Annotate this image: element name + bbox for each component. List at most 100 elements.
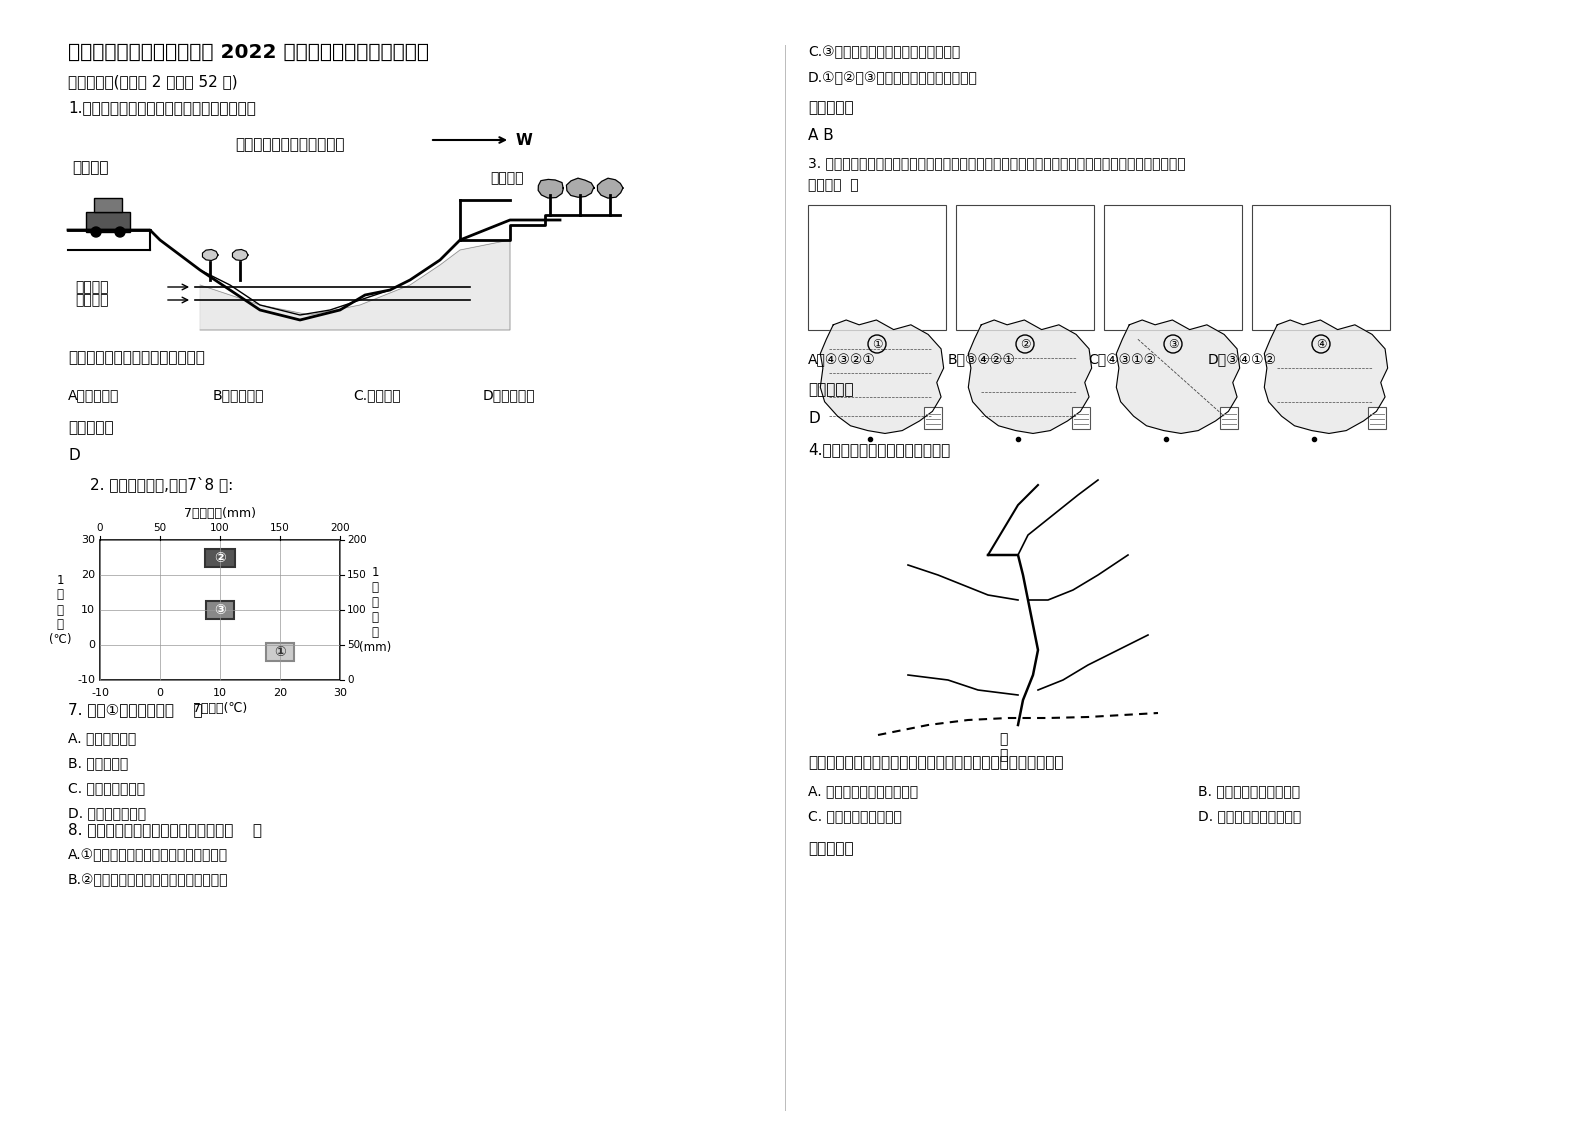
Text: 150: 150 (270, 523, 290, 533)
Polygon shape (968, 320, 1092, 433)
Text: -10: -10 (90, 688, 110, 698)
Text: 0: 0 (157, 688, 163, 698)
Text: 10: 10 (81, 605, 95, 615)
Text: 图中公路与河流交汇处，无桥梁修建，由此推断最合理的解释是: 图中公路与河流交汇处，无桥梁修建，由此推断最合理的解释是 (808, 755, 1063, 771)
Text: 8. 关于三种气候类型的叙述正确的是（    ）: 8. 关于三种气候类型的叙述正确的是（ ） (68, 822, 262, 837)
Text: 2. 读气候资料图,回答7`8 题:: 2. 读气候资料图,回答7`8 题: (90, 476, 233, 491)
Polygon shape (820, 320, 944, 433)
Bar (1220, 407, 1238, 429)
Text: 最高水位: 最高水位 (75, 280, 108, 294)
Text: 0: 0 (97, 523, 103, 533)
Text: A．④③②①: A．④③②① (808, 353, 876, 367)
Text: A.①气候类型受气压带、风带的交替控制: A.①气候类型受气压带、风带的交替控制 (68, 848, 229, 862)
Text: 3. 下面四幅图，按我国温度带图、干湿地区图、季风区与非季风区图、内流区图与外流区图的顺序排: 3. 下面四幅图，按我国温度带图、干湿地区图、季风区与非季风区图、内流区图与外流… (808, 156, 1185, 171)
Text: 参考答案：: 参考答案： (808, 101, 854, 116)
Text: 路堤结合式堤坝剖面示意图: 路堤结合式堤坝剖面示意图 (235, 138, 344, 153)
Bar (94, 197, 122, 212)
Text: 0: 0 (87, 640, 95, 650)
Text: 1
月
均
温
(℃): 1 月 均 温 (℃) (49, 573, 71, 646)
Text: B．③④②①: B．③④②① (947, 353, 1016, 367)
Text: 参考答案：: 参考答案： (808, 842, 854, 856)
Text: A. 交汇处建有隧道连通公路: A. 交汇处建有隧道连通公路 (808, 784, 919, 798)
Bar (1252, 205, 1390, 330)
Text: 参考答案：: 参考答案： (68, 421, 114, 435)
Text: 20: 20 (273, 688, 287, 698)
Text: 150: 150 (348, 570, 367, 580)
Text: B.②气候类型主要分布在亚热带大陆东岸: B.②气候类型主要分布在亚热带大陆东岸 (68, 873, 229, 888)
Text: 50: 50 (154, 523, 167, 533)
Text: 30: 30 (81, 535, 95, 545)
Text: 参考答案：: 参考答案： (808, 383, 854, 397)
Polygon shape (1116, 320, 1239, 433)
Text: ②: ② (214, 551, 225, 564)
Text: 一、选择题(每小题 2 分，共 52 分): 一、选择题(每小题 2 分，共 52 分) (68, 74, 238, 90)
Text: ③: ③ (214, 603, 225, 617)
Text: 1.读我国某城市自然河道路堤坝剖面图，回答: 1.读我国某城市自然河道路堤坝剖面图，回答 (68, 101, 256, 116)
Bar (86, 212, 130, 232)
Text: -10: -10 (78, 675, 95, 686)
Polygon shape (200, 240, 509, 330)
Text: 广东省阳江市大八高级中学 2022 年高三地理联考试题含解析: 广东省阳江市大八高级中学 2022 年高三地理联考试题含解析 (68, 43, 428, 62)
Text: 4.读我国西部某区域水系图，回答: 4.读我国西部某区域水系图，回答 (808, 442, 951, 458)
Text: ①: ① (871, 338, 882, 350)
Text: 常年水位: 常年水位 (75, 293, 108, 307)
Text: ①: ① (275, 645, 286, 659)
Text: C.③气候类型最适合发展商品谷物农业: C.③气候类型最适合发展商品谷物农业 (808, 45, 960, 59)
Text: ④: ④ (1316, 338, 1327, 350)
Text: D. 温带大陆性气候: D. 温带大陆性气候 (68, 806, 146, 820)
Text: D. 交汇处河流两岸有渡口: D. 交汇处河流两岸有渡口 (1198, 809, 1301, 824)
Text: C. 亚热带季风气候: C. 亚热带季风气候 (68, 781, 144, 795)
Text: 二层步道: 二层步道 (490, 171, 524, 185)
Text: 公
路: 公 路 (998, 732, 1008, 762)
Text: 200: 200 (330, 523, 349, 533)
Text: D．河流水位: D．河流水位 (482, 388, 536, 402)
Bar (206, 601, 233, 619)
Polygon shape (232, 249, 248, 260)
Text: D: D (808, 411, 820, 425)
Polygon shape (597, 178, 624, 199)
Text: 20: 20 (81, 570, 95, 580)
Text: ②: ② (1020, 338, 1030, 350)
Text: 30: 30 (333, 688, 348, 698)
Text: A．年降水量: A．年降水量 (68, 388, 119, 402)
Bar (955, 205, 1093, 330)
Text: 7. 图中①气候类型为（    ）: 7. 图中①气候类型为（ ） (68, 702, 203, 717)
Polygon shape (567, 178, 594, 197)
Text: D.①、②、③气候类型夏季均为高温少雨: D.①、②、③气候类型夏季均为高温少雨 (808, 71, 978, 85)
Text: D．③④①②: D．③④①② (1208, 353, 1278, 367)
Bar (1105, 205, 1243, 330)
Bar (100, 540, 340, 680)
Bar (1071, 407, 1090, 429)
Polygon shape (1265, 320, 1387, 433)
Text: D: D (68, 448, 79, 462)
Bar (205, 549, 235, 567)
Text: 7月均温(℃): 7月均温(℃) (194, 702, 248, 715)
Bar (924, 407, 943, 429)
Text: ③: ③ (1168, 338, 1178, 350)
Text: A. 温带季风气候: A. 温带季风气候 (68, 732, 136, 745)
Text: 200: 200 (348, 535, 367, 545)
Bar (1368, 407, 1385, 429)
Text: 100: 100 (209, 523, 230, 533)
Text: 确定堤坝和步道高度的主要依据是: 确定堤坝和步道高度的主要依据是 (68, 350, 205, 366)
Text: 沿江道路: 沿江道路 (71, 160, 108, 175)
Polygon shape (538, 180, 563, 197)
Polygon shape (203, 249, 217, 260)
Text: C．④③①②: C．④③①② (1089, 353, 1155, 367)
Text: C.河道流量: C.河道流量 (352, 388, 400, 402)
Text: 7月降水量(mm): 7月降水量(mm) (184, 507, 256, 519)
Text: 1
月
降
水
量
(mm): 1 月 降 水 量 (mm) (359, 565, 390, 654)
Text: B．雨季雨量: B．雨季雨量 (213, 388, 265, 402)
Bar (808, 205, 946, 330)
Circle shape (114, 227, 125, 237)
Text: B. 公路绕到河流下游建桥: B. 公路绕到河流下游建桥 (1198, 784, 1300, 798)
Text: B. 地中海气候: B. 地中海气候 (68, 756, 129, 770)
Text: A B: A B (808, 128, 833, 142)
Bar (267, 643, 294, 661)
Text: 50: 50 (348, 640, 360, 650)
Text: C. 河流两岸有索道相连: C. 河流两岸有索道相连 (808, 809, 901, 824)
Text: 0: 0 (348, 675, 354, 686)
Text: W: W (516, 132, 533, 147)
Text: 100: 100 (348, 605, 367, 615)
Text: 10: 10 (213, 688, 227, 698)
